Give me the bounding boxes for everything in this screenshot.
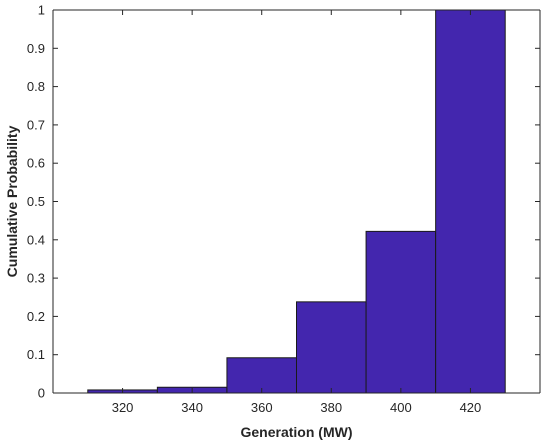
y-axis-title: Cumulative Probability [4, 125, 20, 277]
bars-group [87, 9, 506, 394]
y-tick-label: 0.8 [27, 79, 45, 94]
y-tick-label: 1 [38, 3, 45, 18]
y-tick-label: 0 [38, 386, 45, 401]
histogram-bar [365, 230, 437, 394]
x-tick-label: 380 [320, 400, 342, 415]
x-tick-label: 360 [251, 400, 273, 415]
y-tick-label: 0.5 [27, 194, 45, 209]
x-tick-label: 340 [181, 400, 203, 415]
y-tick-label: 0.3 [27, 271, 45, 286]
y-tick-label: 0.1 [27, 347, 45, 362]
y-tick-label: 0.9 [27, 41, 45, 56]
y-tick-label: 0.7 [27, 117, 45, 132]
x-tick-label: 320 [112, 400, 134, 415]
y-tick-label: 0.4 [27, 232, 45, 247]
x-axis-title: Generation (MW) [241, 424, 353, 440]
y-tick-label: 0.2 [27, 309, 45, 324]
x-tick-label: 400 [390, 400, 412, 415]
x-tick-label: 420 [460, 400, 482, 415]
y-tick-label: 0.6 [27, 156, 45, 171]
histogram-bar [226, 357, 297, 394]
histogram-bar [296, 301, 367, 394]
histogram-bar [435, 9, 506, 394]
axes-group: 320 340 360 380 400 420 0 0.1 0.2 0.3 0.4 0.5 0.6 0.7… [27, 3, 541, 415]
